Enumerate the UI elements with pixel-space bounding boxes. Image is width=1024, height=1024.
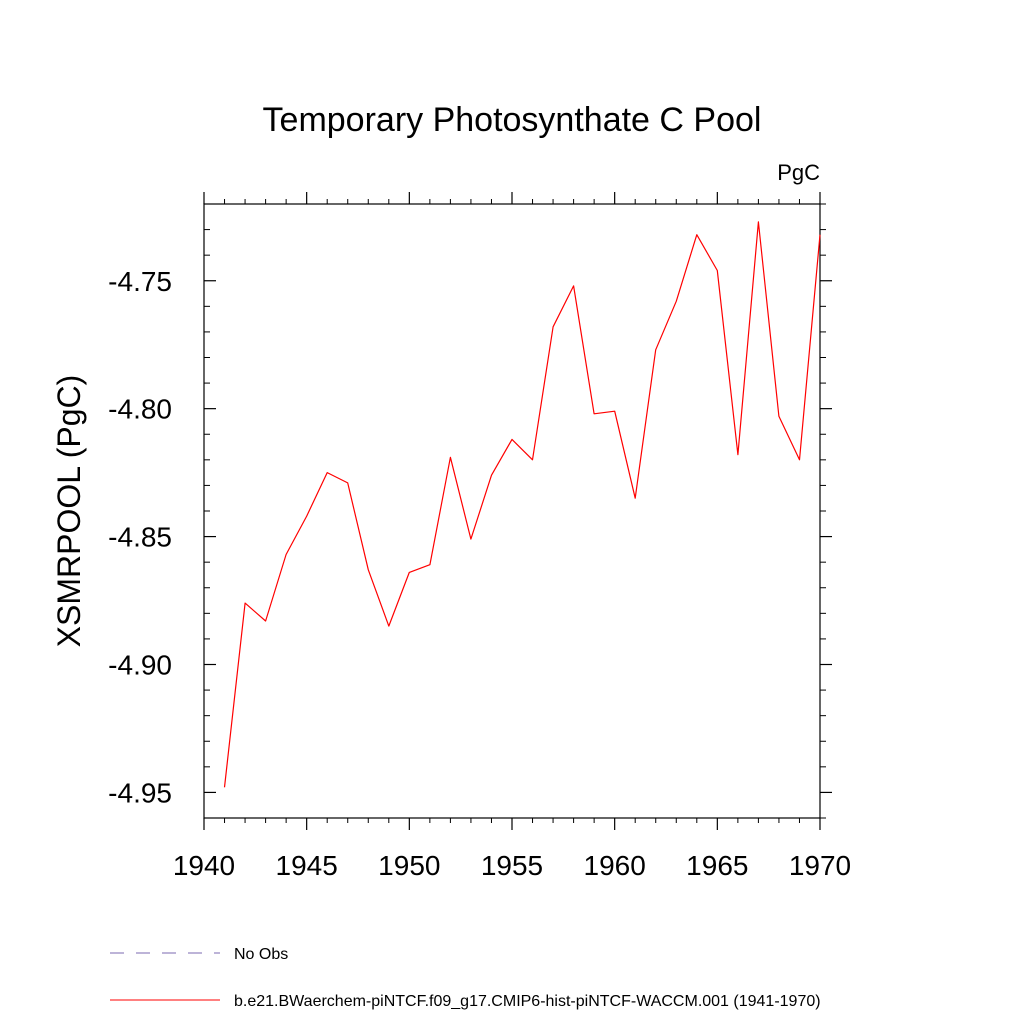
x-tick-label: 1945 [276,850,338,881]
y-tick-label: -4.75 [108,266,172,297]
y-tick-label: -4.80 [108,394,172,425]
chart-title: Temporary Photosynthate C Pool [263,101,762,139]
units-label: PgC [777,160,820,185]
x-tick-label: 1940 [173,850,235,881]
legend-label: No Obs [234,946,288,963]
legend-label: b.e21.BWaerchem-piNTCF.f09_g17.CMIP6-his… [234,993,821,1010]
x-tick-label: 1970 [789,850,851,881]
x-tick-label: 1955 [481,850,543,881]
y-tick-label: -4.95 [108,777,172,808]
series-line [223,221,821,788]
y-tick-label: -4.90 [108,650,172,681]
plot-frame [203,203,821,819]
x-tick-label: 1965 [686,850,748,881]
x-tick-label: 1960 [584,850,646,881]
series-lines [223,221,821,788]
axis-ticks [203,192,832,830]
y-tick-label: -4.85 [108,522,172,553]
y-axis-label: XSMRPOOL (PgC) [51,375,87,648]
legend: No Obs b.e21.BWaerchem-piNTCF.f09_g17.CMI… [110,946,821,1010]
x-tick-label: 1950 [378,850,440,881]
axis-tick-labels: 1940 1945 1950 1955 1960 1965 1970 -4.95 -4.90 -4… [108,266,851,881]
